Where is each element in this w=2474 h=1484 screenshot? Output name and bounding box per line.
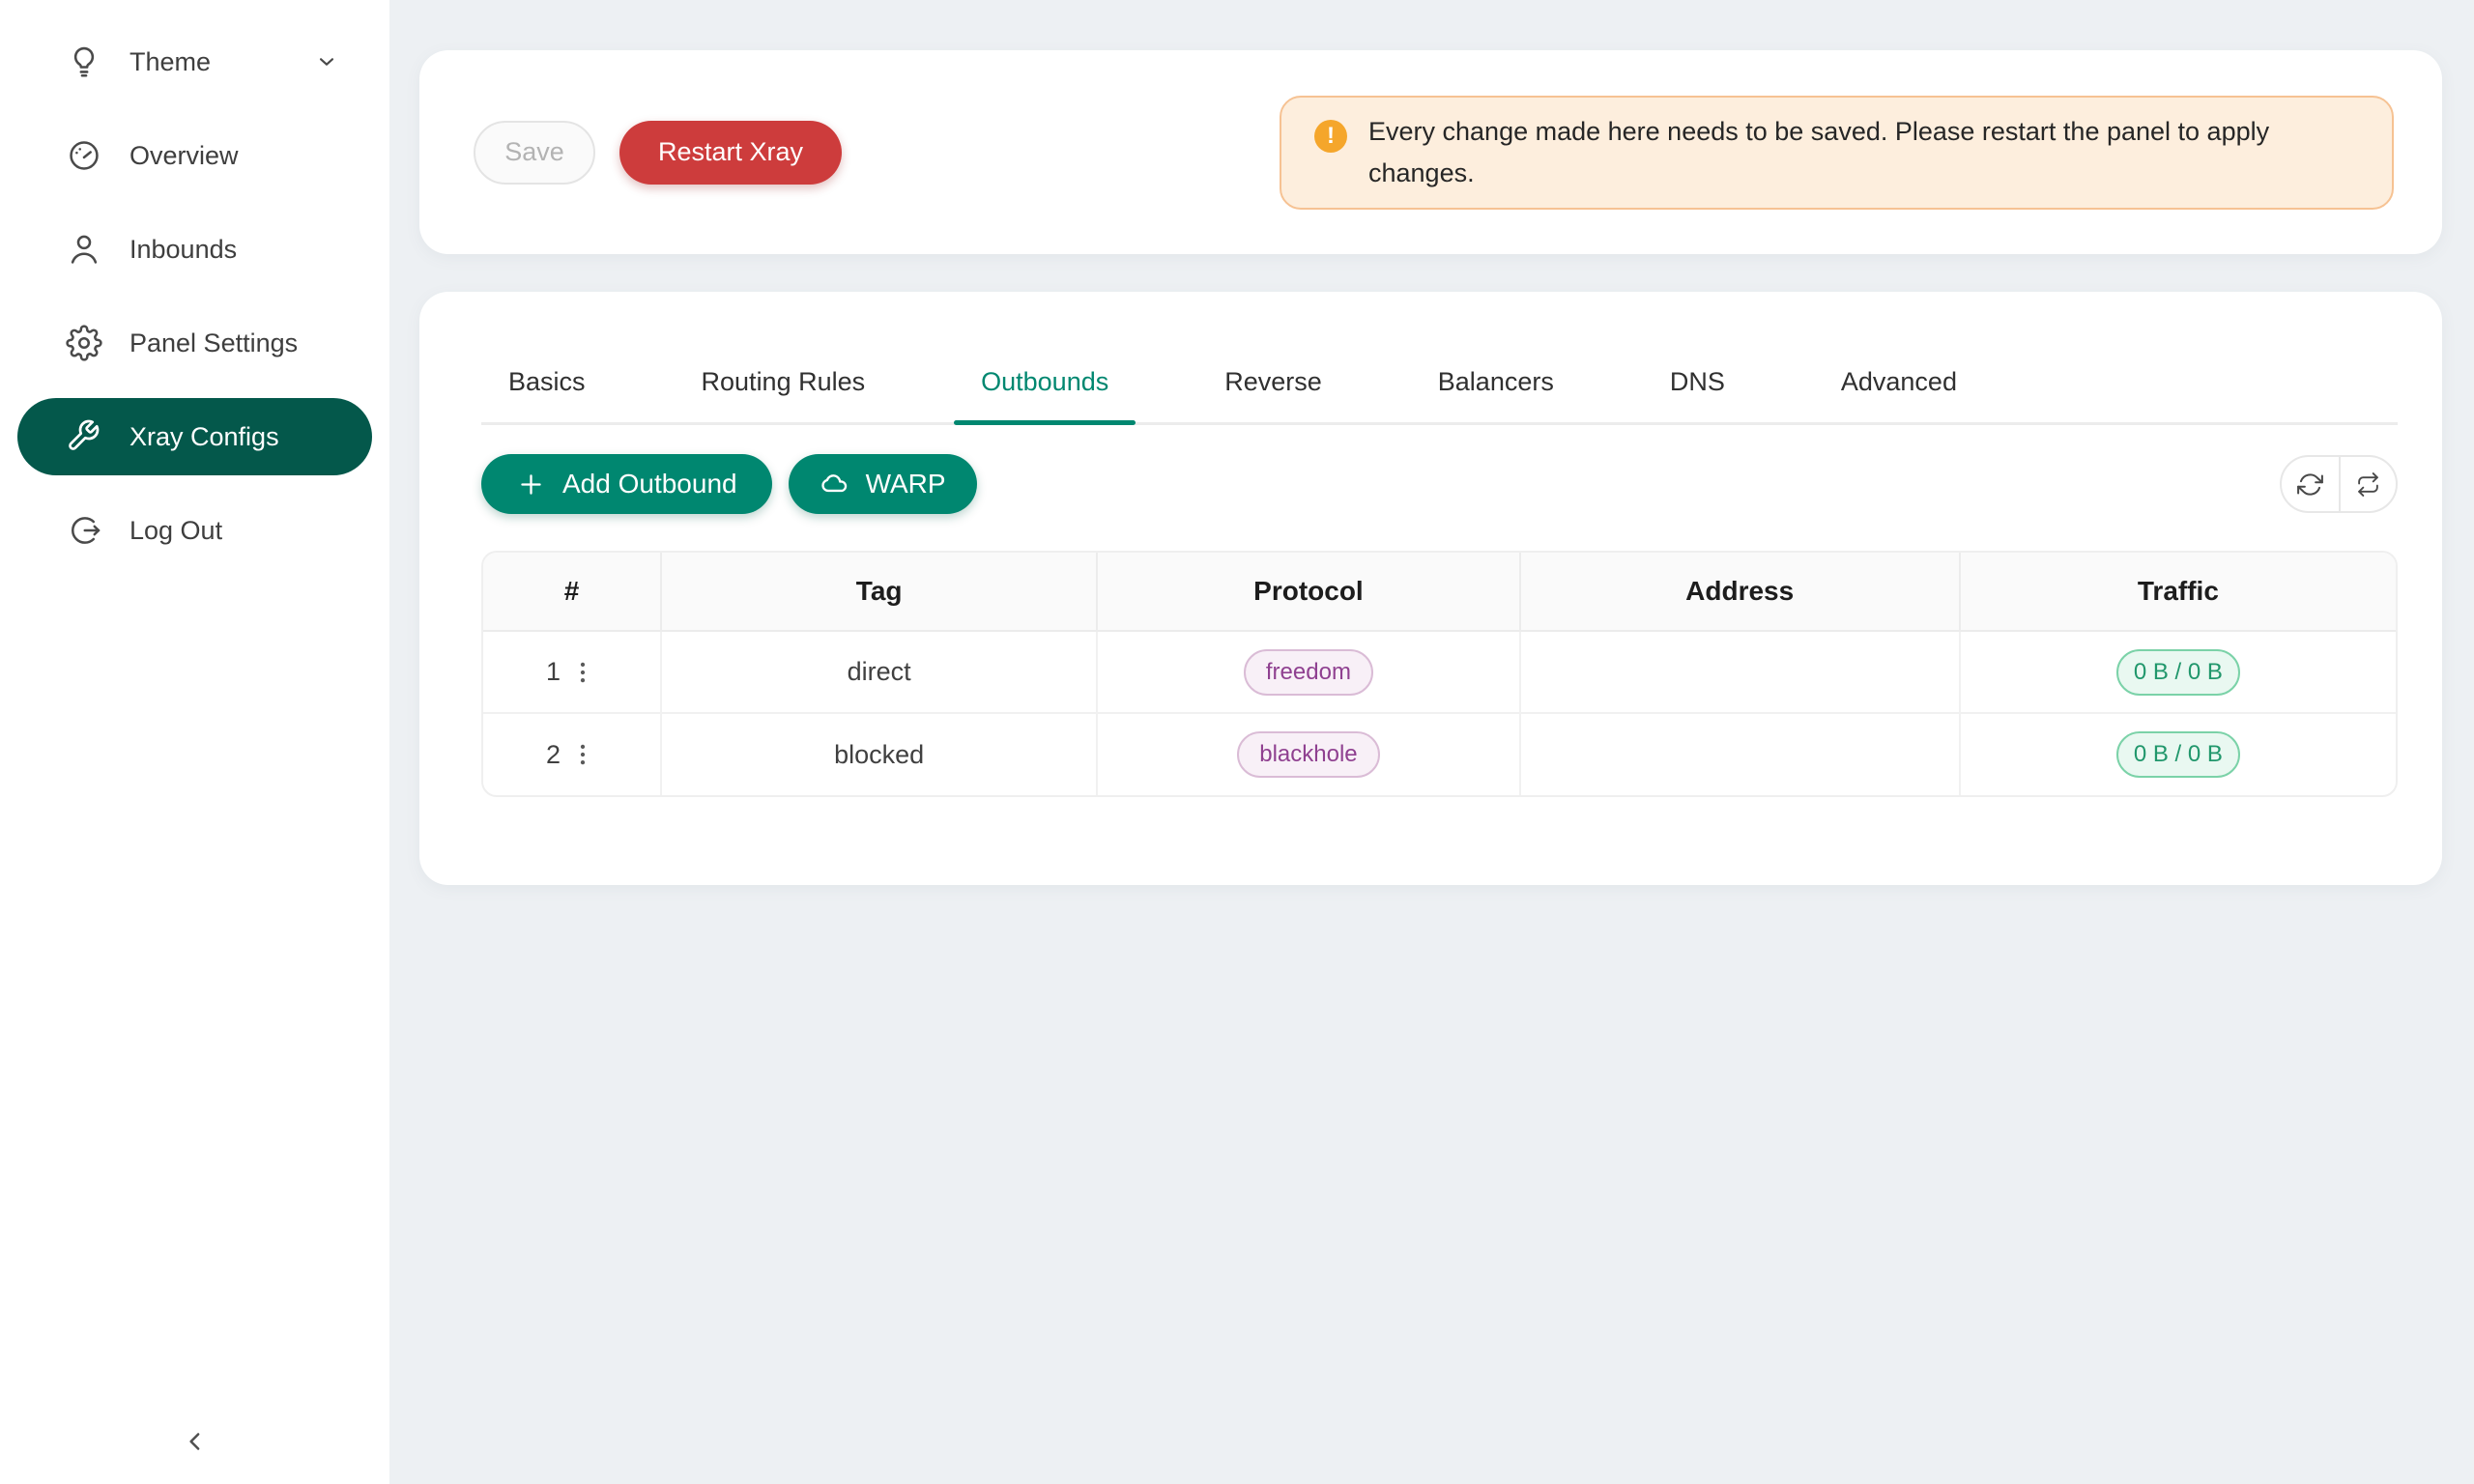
- sidebar-item-panel-settings[interactable]: Panel Settings: [17, 304, 372, 382]
- column-header-protocol: Protocol: [1097, 553, 1521, 632]
- protocol-badge: blackhole: [1237, 731, 1380, 778]
- tab-dns[interactable]: DNS: [1669, 367, 1725, 396]
- add-outbound-label: Add Outbound: [562, 469, 737, 499]
- cloud-icon: [820, 470, 849, 499]
- column-header-traffic: Traffic: [1959, 553, 2396, 632]
- alert-message: Every change made here needs to be saved…: [1368, 116, 2270, 187]
- protocol-badge: freedom: [1243, 648, 1373, 696]
- sidebar: Theme Overview: [0, 0, 389, 1484]
- actions-card: Save Restart Xray ! Every change made he…: [419, 50, 2442, 254]
- tag-cell: direct: [661, 631, 1099, 714]
- plus-icon: [516, 470, 546, 499]
- warp-label: WARP: [865, 469, 946, 499]
- traffic-cell: 0 B / 0 B: [1960, 713, 2396, 795]
- tab-advanced[interactable]: Advanced: [1840, 367, 1957, 396]
- bulb-icon: [66, 43, 102, 80]
- traffic-cell: 0 B / 0 B: [1959, 631, 2396, 714]
- logout-icon: [66, 512, 102, 549]
- protocol-cell: blackhole: [1097, 713, 1521, 795]
- restart-warning-alert: ! Every change made here needs to be sav…: [1280, 95, 2394, 210]
- restart-xray-button[interactable]: Restart Xray: [619, 120, 843, 185]
- gear-icon: [66, 325, 102, 361]
- outbounds-table: # Tag Protocol Address Traffic 1: [481, 551, 2398, 797]
- tab-reverse[interactable]: Reverse: [1224, 367, 1322, 396]
- user-icon: [66, 231, 102, 268]
- row-menu-icon[interactable]: [568, 655, 597, 690]
- chevron-left-icon: [181, 1427, 210, 1456]
- sidebar-item-inbounds[interactable]: Inbounds: [17, 211, 372, 288]
- sidebar-item-overview[interactable]: Overview: [17, 117, 372, 194]
- sidebar-item-label: Panel Settings: [129, 328, 299, 357]
- table-row: 1 direct freedom: [483, 631, 2396, 714]
- exclamation-circle-icon: !: [1314, 119, 1347, 153]
- column-header-tag: Tag: [661, 553, 1099, 632]
- reload-config-button[interactable]: [2339, 457, 2396, 511]
- sidebar-item-label: Inbounds: [129, 234, 238, 264]
- warp-button[interactable]: WARP: [788, 454, 977, 514]
- tab-balancers[interactable]: Balancers: [1437, 367, 1554, 396]
- traffic-badge: 0 B / 0 B: [2115, 731, 2240, 778]
- traffic-badge: 0 B / 0 B: [2115, 648, 2240, 696]
- tab-outbounds[interactable]: Outbounds: [954, 367, 1136, 425]
- tag-cell: blocked: [661, 713, 1099, 795]
- sidebar-item-xray-configs[interactable]: Xray Configs: [17, 398, 372, 475]
- sidebar-item-label: Overview: [129, 140, 239, 170]
- wrench-icon: [66, 418, 102, 455]
- sidebar-item-theme[interactable]: Theme: [17, 23, 372, 100]
- row-menu-icon[interactable]: [568, 737, 597, 772]
- sidebar-item-label: Theme: [129, 46, 212, 76]
- column-header-index: #: [483, 553, 663, 632]
- sidebar-item-label: Xray Configs: [129, 421, 279, 451]
- repeat-icon: [2356, 471, 2380, 497]
- table-icon-group: [2280, 455, 2398, 513]
- column-header-address: Address: [1519, 553, 1961, 632]
- protocol-cell: freedom: [1097, 631, 1521, 714]
- row-number: 1: [546, 657, 561, 686]
- main-content: Save Restart Xray ! Every change made he…: [389, 0, 2474, 1484]
- refresh-icon: [2297, 471, 2323, 498]
- chevron-down-icon: [314, 49, 339, 74]
- tab-routing-rules[interactable]: Routing Rules: [701, 367, 866, 396]
- row-number: 2: [546, 739, 561, 769]
- add-outbound-button[interactable]: Add Outbound: [481, 454, 772, 514]
- dashboard-icon: [66, 137, 102, 174]
- address-cell: [1519, 631, 1961, 714]
- sidebar-collapse-button[interactable]: [174, 1420, 216, 1463]
- table-row: 2 blocked blackhole: [483, 713, 2396, 795]
- row-index-cell: 2: [483, 713, 663, 795]
- config-tabs: Basics Routing Rules Outbounds Reverse B…: [481, 292, 2398, 425]
- row-index-cell: 1: [483, 631, 663, 714]
- address-cell: [1519, 713, 1961, 795]
- save-button[interactable]: Save: [474, 120, 595, 185]
- sidebar-nav: Theme Overview: [0, 0, 389, 569]
- xray-config-card: Basics Routing Rules Outbounds Reverse B…: [419, 292, 2442, 885]
- sidebar-item-label: Log Out: [129, 515, 223, 545]
- outbounds-toolbar: Add Outbound WARP: [481, 454, 2398, 514]
- sidebar-item-log-out[interactable]: Log Out: [17, 492, 372, 569]
- tab-basics[interactable]: Basics: [508, 367, 586, 396]
- table-header-row: # Tag Protocol Address Traffic: [483, 553, 2396, 632]
- refresh-button[interactable]: [2282, 457, 2339, 511]
